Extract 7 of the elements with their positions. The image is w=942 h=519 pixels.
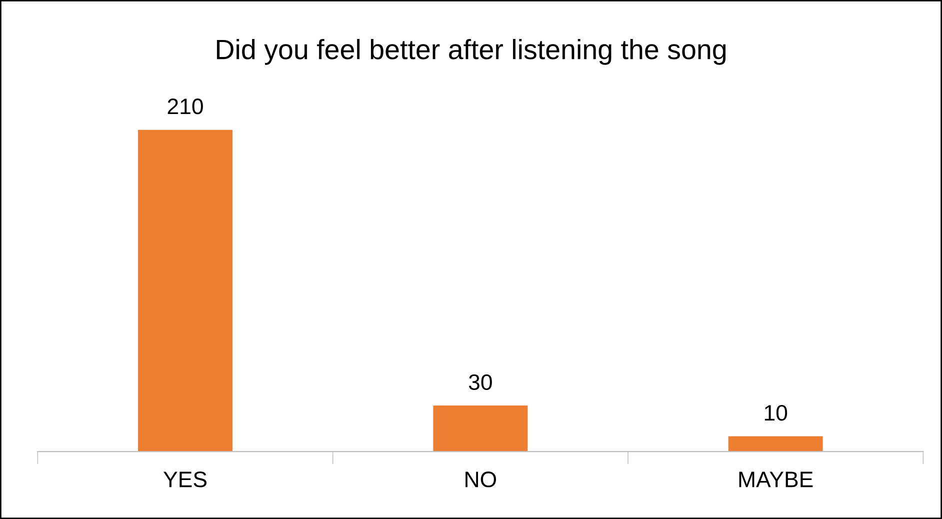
x-tick-label: MAYBE — [739, 472, 813, 488]
x-tick-label: NO — [466, 472, 496, 488]
x-tick-label: YES — [164, 472, 206, 488]
data-label: 10 — [764, 404, 788, 421]
chart-title: Did you feel better after listening the song — [216, 38, 726, 65]
data-label: 210 — [168, 98, 203, 114]
data-label: 30 — [468, 374, 492, 390]
